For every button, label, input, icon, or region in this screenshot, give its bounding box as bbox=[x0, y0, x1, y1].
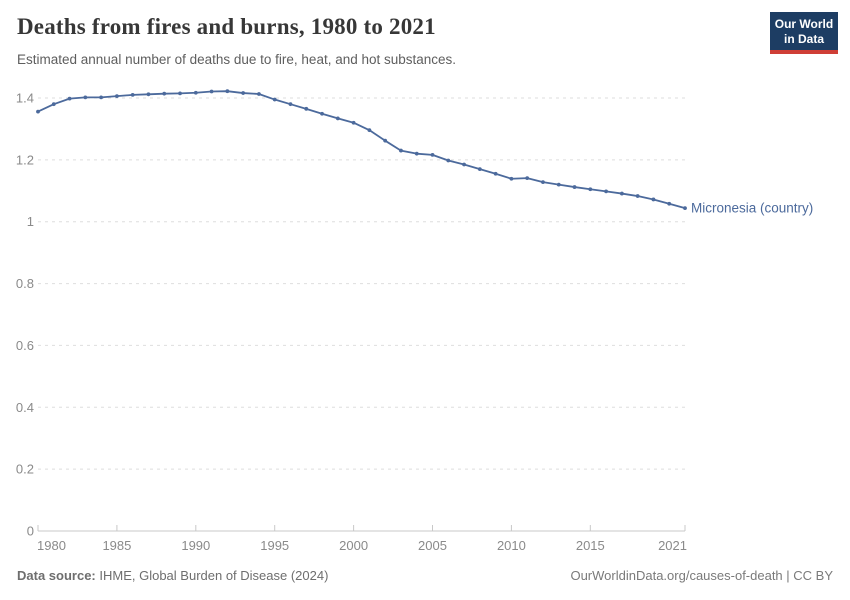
y-axis-tick-label: 1.2 bbox=[16, 152, 34, 167]
data-point[interactable] bbox=[225, 89, 230, 94]
data-point[interactable] bbox=[414, 151, 419, 156]
y-axis-tick-label: 1.4 bbox=[16, 91, 34, 106]
data-source: Data source: IHME, Global Burden of Dise… bbox=[17, 568, 328, 583]
data-point[interactable] bbox=[367, 128, 372, 133]
x-axis-tick-label: 2005 bbox=[418, 538, 447, 553]
x-axis-tick-label: 1990 bbox=[181, 538, 210, 553]
owid-logo[interactable]: Our World in Data bbox=[770, 12, 838, 55]
data-point[interactable] bbox=[36, 109, 40, 114]
attribution-link[interactable]: OurWorldinData.org/causes-of-death | CC … bbox=[570, 568, 833, 583]
data-point[interactable] bbox=[51, 102, 56, 107]
data-point[interactable] bbox=[257, 92, 261, 96]
x-axis-tick-label: 2021 bbox=[658, 538, 687, 553]
data-point[interactable] bbox=[588, 187, 593, 192]
data-point[interactable] bbox=[556, 182, 561, 187]
data-point[interactable] bbox=[399, 148, 403, 153]
y-axis-tick-label: 0.4 bbox=[16, 400, 34, 415]
owid-logo-line2: in Data bbox=[783, 31, 824, 46]
y-axis-tick-label: 0.2 bbox=[16, 462, 34, 477]
data-point[interactable] bbox=[509, 176, 514, 181]
data-point[interactable] bbox=[115, 94, 119, 99]
data-point[interactable] bbox=[383, 138, 388, 143]
data-source-value: IHME, Global Burden of Disease (2024) bbox=[99, 568, 329, 583]
data-point[interactable] bbox=[209, 89, 214, 94]
data-point[interactable] bbox=[572, 185, 577, 189]
data-source-label: Data source: bbox=[17, 568, 96, 583]
data-point[interactable] bbox=[83, 95, 88, 100]
data-point[interactable] bbox=[288, 102, 293, 107]
x-axis-tick-label: 1995 bbox=[260, 538, 289, 553]
data-point[interactable] bbox=[477, 167, 482, 172]
x-axis-tick-label: 2010 bbox=[497, 538, 526, 553]
data-point[interactable] bbox=[651, 197, 656, 202]
chart-footer: Data source: IHME, Global Burden of Dise… bbox=[17, 568, 833, 583]
data-point[interactable] bbox=[130, 93, 135, 97]
series-end-label[interactable]: Micronesia (country) bbox=[691, 201, 813, 216]
y-axis-tick-label: 0.8 bbox=[16, 276, 34, 291]
y-axis-tick-label: 1 bbox=[27, 214, 34, 229]
data-point[interactable] bbox=[635, 194, 640, 198]
data-point[interactable] bbox=[335, 116, 340, 121]
series-line[interactable] bbox=[37, 90, 686, 210]
owid-logo-line1: Our World bbox=[774, 17, 834, 31]
data-point[interactable] bbox=[99, 95, 104, 100]
data-point[interactable] bbox=[604, 189, 608, 194]
x-axis-tick-label: 1985 bbox=[102, 538, 131, 553]
page-title: Deaths from fires and burns, 1980 to 202… bbox=[17, 14, 436, 39]
data-point[interactable] bbox=[541, 180, 545, 185]
y-axis-tick-label: 0.6 bbox=[16, 338, 34, 353]
data-point[interactable] bbox=[493, 171, 498, 176]
data-point[interactable] bbox=[446, 158, 451, 163]
data-point[interactable] bbox=[162, 91, 167, 96]
data-point[interactable] bbox=[146, 92, 151, 97]
data-point[interactable] bbox=[67, 96, 72, 101]
x-axis-tick-label: 2015 bbox=[576, 538, 605, 553]
data-point[interactable] bbox=[193, 90, 198, 95]
y-axis-tick-label: 0 bbox=[27, 524, 34, 539]
data-point[interactable] bbox=[272, 97, 277, 102]
data-point[interactable] bbox=[241, 91, 246, 95]
data-point[interactable] bbox=[619, 191, 624, 196]
chart-subtitle: Estimated annual number of deaths due to… bbox=[17, 52, 457, 67]
x-axis-tick-label: 2000 bbox=[339, 538, 368, 553]
data-point[interactable] bbox=[462, 162, 466, 167]
data-point[interactable] bbox=[351, 120, 356, 125]
x-axis-tick-label: 1980 bbox=[37, 538, 66, 553]
data-point[interactable] bbox=[525, 176, 530, 181]
data-point[interactable] bbox=[430, 153, 435, 157]
data-point[interactable] bbox=[178, 91, 182, 96]
data-point[interactable] bbox=[683, 206, 687, 211]
data-point[interactable] bbox=[320, 111, 324, 116]
data-point[interactable] bbox=[304, 106, 309, 111]
data-point[interactable] bbox=[667, 201, 672, 206]
